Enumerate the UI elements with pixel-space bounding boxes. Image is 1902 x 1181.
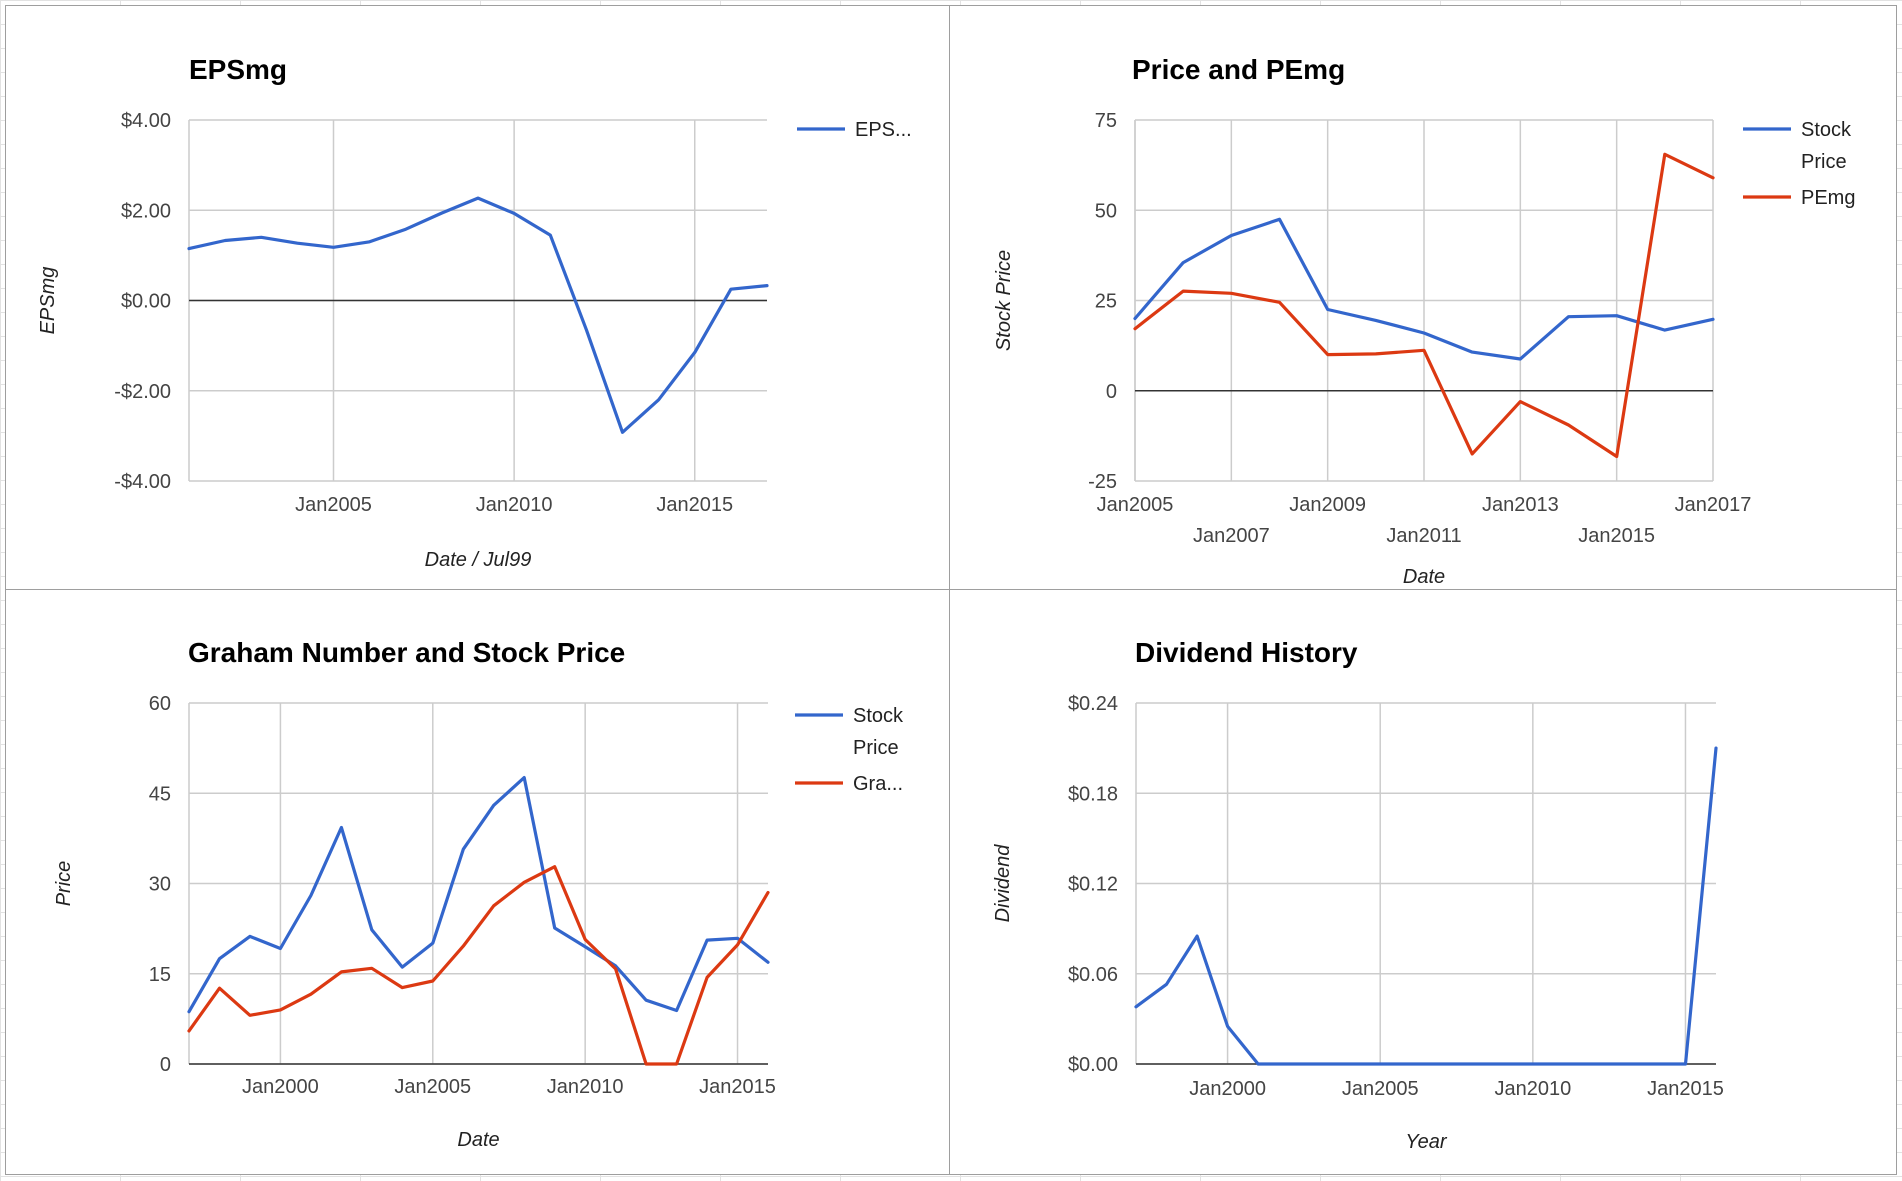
- chart-panel-price-pemg[interactable]: Price and PEmg -25 0 25 50 75 Jan2005 Jan2007 Ja…: [949, 5, 1897, 590]
- y-tick-label: 0: [160, 1054, 171, 1076]
- legend-label: EPS...: [855, 119, 912, 141]
- series-line: [1133, 217, 1715, 361]
- y-axis-title: Price: [53, 861, 75, 907]
- chart-title: EPSmg: [189, 54, 287, 85]
- x-tick-label: Jan2017: [1675, 494, 1752, 516]
- series-line: [187, 776, 770, 1014]
- y-tick-label: -$4.00: [114, 471, 171, 493]
- x-axis-title: Date: [1403, 566, 1445, 588]
- y-tick-label: $0.18: [1068, 783, 1118, 805]
- y-tick-label: 30: [149, 874, 171, 896]
- chart-legend: Stock Price PEmg: [1743, 119, 1855, 209]
- x-tick-label: Jan2010: [1494, 1078, 1571, 1100]
- y-tick-label: 0: [1106, 381, 1117, 403]
- y-tick-label: $0.24: [1068, 693, 1118, 715]
- x-tick-label: Jan2005: [394, 1076, 471, 1098]
- x-axis-title: Date: [457, 1129, 499, 1151]
- x-tick-label: Jan2015: [1647, 1078, 1724, 1100]
- chart-legend: EPS...: [797, 119, 912, 141]
- y-tick-label: 50: [1095, 200, 1117, 222]
- series-line: [187, 196, 769, 434]
- x-axis-title: Date / Jul99: [425, 549, 532, 571]
- chart-title: Graham Number and Stock Price: [188, 637, 625, 668]
- x-tick-label: Jan2005: [1342, 1078, 1419, 1100]
- x-tick-label: Jan2007: [1193, 525, 1270, 547]
- chart-panel-graham-number[interactable]: Graham Number and Stock Price 0 15 30 45 60 Ja…: [5, 589, 950, 1175]
- legend-label-line2: Price: [1801, 151, 1847, 173]
- x-axis-title: Year: [1405, 1131, 1447, 1153]
- y-tick-label: $2.00: [121, 200, 171, 222]
- y-tick-label: 75: [1095, 110, 1117, 132]
- chart-legend: Stock Price Gra...: [795, 705, 904, 795]
- y-tick-label: $0.00: [121, 291, 171, 313]
- dividend-history-chart: Dividend History $0.00 $0.06 $0.12 $0.18 $0.2…: [992, 637, 1724, 1153]
- y-axis-title: Stock Price: [993, 250, 1015, 351]
- x-tick-label: Jan2010: [547, 1076, 624, 1098]
- chart-title: Price and PEmg: [1132, 54, 1345, 85]
- y-tick-label: 60: [149, 693, 171, 715]
- series-line: [187, 865, 770, 1066]
- chart-panel-dividend-history[interactable]: Dividend History $0.00 $0.06 $0.12 $0.18 $0.2…: [949, 589, 1897, 1175]
- y-tick-label: -25: [1088, 471, 1117, 493]
- x-tick-label: Jan2015: [699, 1076, 776, 1098]
- chart-panel-epsmg[interactable]: EPSmg -$4.00 -$2.00 $0.00 $2.00 $4.00 Jan2005 J…: [5, 5, 950, 590]
- y-tick-label: $0.00: [1068, 1054, 1118, 1076]
- legend-label: PEmg: [1801, 187, 1855, 209]
- series-line: [1134, 746, 1718, 1066]
- x-tick-label: Jan2000: [242, 1076, 319, 1098]
- x-tick-label: Jan2005: [295, 494, 372, 516]
- y-tick-label: 25: [1095, 291, 1117, 313]
- y-tick-label: $4.00: [121, 110, 171, 132]
- y-tick-label: $0.06: [1068, 964, 1118, 986]
- legend-label: Stock: [1801, 119, 1852, 141]
- series-line: [1133, 152, 1715, 459]
- price-and-pemg-chart: Price and PEmg -25 0 25 50 75 Jan2005 Jan2007 Ja…: [993, 54, 1855, 588]
- y-tick-label: 15: [149, 964, 171, 986]
- x-tick-label: Jan2005: [1097, 494, 1174, 516]
- graham-number-chart: Graham Number and Stock Price 0 15 30 45 60 Ja…: [53, 637, 904, 1151]
- x-tick-label: Jan2015: [656, 494, 733, 516]
- epsmg-chart: EPSmg -$4.00 -$2.00 $0.00 $2.00 $4.00 Jan2005 J…: [37, 54, 912, 571]
- y-axis-title: Dividend: [992, 844, 1014, 923]
- chart-title: Dividend History: [1135, 637, 1358, 668]
- legend-label: Stock: [853, 705, 904, 727]
- legend-label: Gra...: [853, 773, 903, 795]
- y-tick-label: -$2.00: [114, 381, 171, 403]
- y-tick-label: 45: [149, 783, 171, 805]
- x-tick-label: Jan2010: [476, 494, 553, 516]
- x-tick-label: Jan2011: [1386, 525, 1461, 547]
- x-tick-label: Jan2009: [1289, 494, 1366, 516]
- y-tick-label: $0.12: [1068, 874, 1118, 896]
- y-axis-title: EPSmg: [37, 267, 59, 335]
- x-tick-label: Jan2013: [1482, 494, 1559, 516]
- legend-label-line2: Price: [853, 737, 899, 759]
- x-tick-label: Jan2015: [1578, 525, 1655, 547]
- x-tick-label: Jan2000: [1189, 1078, 1266, 1100]
